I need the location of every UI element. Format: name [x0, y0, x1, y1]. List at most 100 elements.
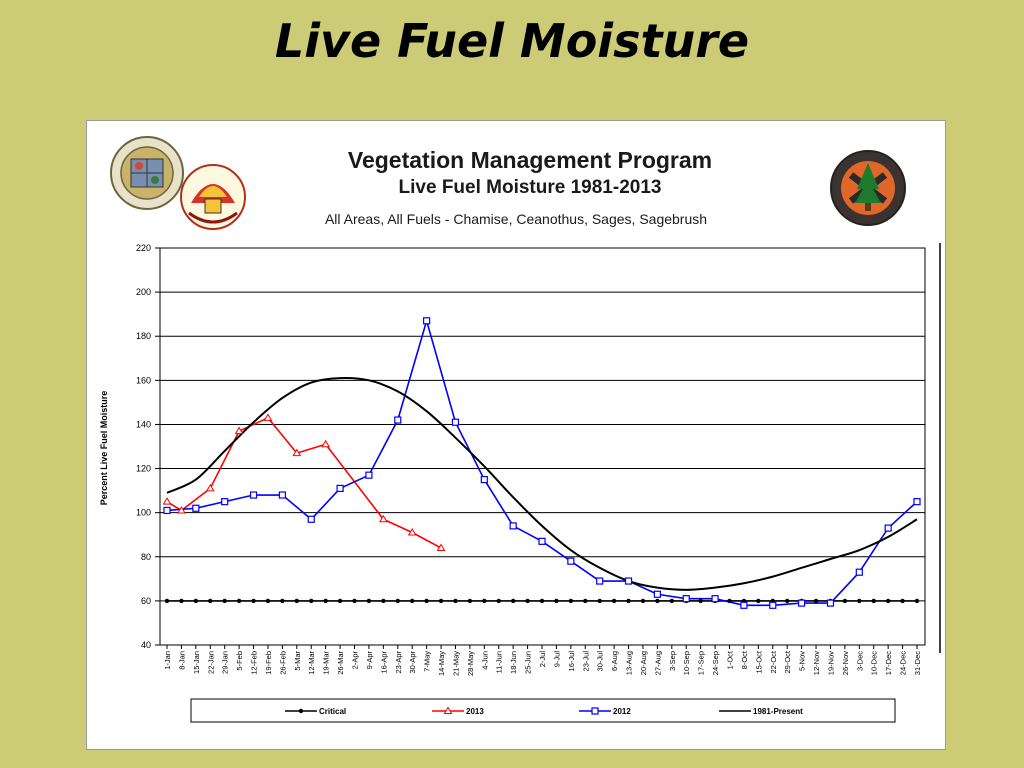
data-point-2012 — [884, 524, 892, 532]
legend — [190, 698, 896, 723]
x-tick-label: 13-Aug — [625, 651, 634, 675]
data-point-2012 — [307, 515, 315, 523]
x-tick-label: 26-Feb — [278, 651, 287, 675]
x-tick-label: 3-Dec — [855, 651, 864, 671]
data-point-2012 — [480, 475, 488, 484]
data-point-critical — [510, 598, 516, 604]
data-point-critical — [842, 598, 848, 604]
data-point-2013 — [436, 543, 446, 551]
y-tick-label: 100 — [136, 508, 151, 518]
y-axis-label: Percent Live Fuel Moisture — [99, 391, 109, 506]
data-point-critical — [438, 598, 444, 604]
x-tick-label: 10-Dec — [870, 651, 879, 675]
slide-title: Live Fuel Moisture — [274, 14, 750, 68]
legend-label-critical: Critical — [319, 707, 346, 716]
data-point-2012 — [798, 599, 806, 607]
x-tick-label: 30-Jul — [596, 651, 605, 672]
data-point-critical — [193, 598, 199, 604]
x-tick-label: 31-Dec — [913, 651, 922, 675]
x-tick-label: 9-Apr — [365, 651, 374, 670]
x-tick-label: 25-Jun — [524, 651, 533, 674]
x-tick-label: 23-Jul — [581, 651, 590, 672]
x-tick-label: 3-Sep — [668, 651, 677, 671]
x-tick-label: 1-Oct — [726, 650, 735, 669]
data-point-2012 — [249, 491, 258, 499]
x-tick-label: 19-Nov — [826, 651, 835, 675]
x-tick-label: 20-Aug — [639, 651, 648, 675]
data-point-2012 — [624, 577, 633, 585]
data-point-critical — [597, 598, 602, 604]
chart-description: All Areas, All Fuels - Chamise, Ceanothu… — [324, 211, 708, 227]
data-point-2012 — [336, 484, 344, 493]
y-tick-label: 160 — [136, 375, 151, 385]
y-tick-label: 120 — [136, 464, 151, 474]
data-point-critical — [525, 598, 530, 604]
data-point-critical — [309, 598, 314, 604]
x-tick-label: 21-May — [451, 651, 460, 676]
series-line-1981-present — [166, 377, 918, 591]
data-point-critical — [366, 598, 372, 604]
data-point-critical — [539, 598, 545, 604]
data-point-critical — [784, 598, 790, 604]
data-point-critical — [885, 598, 891, 604]
legend-label-2013: 2013 — [466, 707, 484, 716]
x-tick-label: 22-Oct — [769, 650, 778, 673]
y-tick-label: 140 — [136, 419, 151, 429]
x-tick-label: 17-Dec — [884, 651, 893, 675]
x-tick-label: 2-Jul — [538, 651, 547, 668]
data-point-critical — [265, 598, 271, 604]
data-point-critical — [236, 598, 242, 604]
data-point-critical — [482, 598, 487, 604]
x-tick-label: 5-Feb — [235, 651, 244, 671]
x-tick-label: 12-Feb — [250, 651, 259, 675]
data-point-2013 — [378, 514, 388, 523]
x-tick-label: 22-Jan — [206, 651, 215, 674]
data-point-critical — [164, 598, 170, 604]
x-tick-label: 19-Mar — [322, 651, 331, 675]
chart: 40 60 80 100 120 140 160 180 200 220 1-Jan 8-Jan 15… — [99, 243, 941, 723]
y-tick-label: 40 — [141, 640, 151, 650]
x-tick-label: 9-Jul — [552, 651, 561, 668]
x-tick-label: 19-Feb — [264, 651, 273, 675]
data-point-critical — [294, 598, 300, 604]
data-point-2012 — [163, 506, 171, 515]
chart-subtitle: Live Fuel Moisture 1981-2013 — [398, 177, 662, 198]
data-point-critical — [727, 598, 732, 604]
x-tick-label: 12-Nov — [812, 651, 821, 675]
forestry-division-logo-icon — [830, 150, 906, 226]
data-point-2012 — [711, 595, 719, 603]
legend-marker-critical — [298, 708, 304, 714]
data-point-critical — [467, 598, 473, 604]
data-point-critical — [352, 598, 357, 604]
data-point-critical — [381, 598, 386, 604]
legend-marker-2012 — [591, 707, 599, 715]
county-seal-icon — [110, 136, 184, 210]
data-point-critical — [496, 598, 501, 604]
data-point-2013 — [292, 448, 302, 457]
data-point-2012 — [538, 537, 546, 545]
data-point-critical — [222, 598, 227, 604]
x-tick-label: 24-Dec — [899, 651, 908, 675]
data-point-critical — [626, 598, 631, 604]
data-point-2012 — [567, 557, 575, 565]
chart-panel: Vegetation Management Program Live Fuel … — [86, 120, 946, 750]
x-tick-label: 5-Mar — [293, 651, 302, 671]
x-tick-label: 17-Sep — [697, 651, 706, 675]
data-point-2012 — [740, 601, 748, 609]
x-tick-label: 16-Jul — [567, 651, 576, 672]
data-point-2012 — [365, 471, 373, 479]
data-point-critical — [453, 598, 458, 604]
data-point-critical — [179, 598, 184, 604]
x-tick-label: 30-Apr — [408, 651, 417, 674]
data-point-critical — [813, 598, 819, 604]
data-point-2013 — [205, 483, 215, 492]
legend-marker-2013 — [443, 706, 453, 714]
data-point-critical — [568, 598, 574, 604]
data-point-2012 — [653, 590, 661, 598]
data-point-critical — [280, 598, 285, 604]
data-point-2013 — [162, 497, 172, 505]
data-point-critical — [395, 598, 400, 604]
data-point-2012 — [221, 498, 229, 506]
data-point-2013 — [177, 505, 186, 514]
y-tick-label: 180 — [136, 331, 151, 341]
